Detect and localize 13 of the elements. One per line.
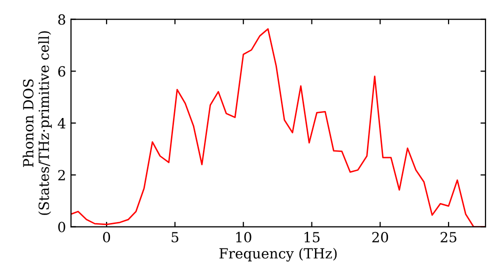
y-axis-title: Phonon DOS (States/THz·primitive cell) xyxy=(22,31,52,215)
x-tick-label: 0 xyxy=(103,232,110,242)
y-tick-label: 4 xyxy=(58,118,66,128)
y-tick-label: 2 xyxy=(58,170,65,180)
y-tick-label: 6 xyxy=(58,66,66,77)
x-tick-label: 20 xyxy=(372,232,388,242)
x-tick-label: 10 xyxy=(236,232,252,242)
x-tick-label: 5 xyxy=(172,232,178,242)
x-axis-title: Frequency (THz) xyxy=(219,248,337,262)
y-tick-label: 8 xyxy=(58,14,66,25)
y-tick-label: 0 xyxy=(58,222,66,232)
x-tick-label: 25 xyxy=(440,232,456,242)
x-tick-label: 15 xyxy=(304,232,320,242)
